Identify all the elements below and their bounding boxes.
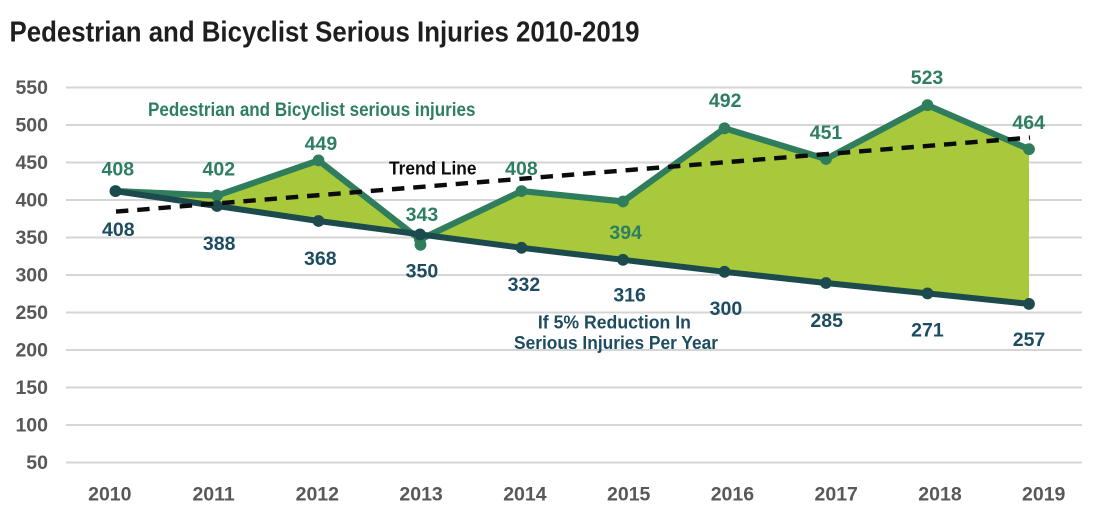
svg-text:464: 464 bbox=[1012, 112, 1045, 134]
svg-text:50: 50 bbox=[26, 452, 48, 474]
svg-text:2013: 2013 bbox=[399, 484, 443, 506]
svg-text:550: 550 bbox=[15, 77, 48, 99]
svg-text:451: 451 bbox=[810, 122, 843, 144]
svg-text:257: 257 bbox=[1013, 329, 1046, 351]
svg-text:Pedestrian and Bicyclist serio: Pedestrian and Bicyclist serious injurie… bbox=[148, 100, 476, 121]
svg-text:388: 388 bbox=[203, 233, 236, 255]
svg-text:Pedestrian and Bicyclist Serio: Pedestrian and Bicyclist Serious Injurie… bbox=[10, 17, 640, 49]
svg-text:271: 271 bbox=[911, 319, 944, 341]
svg-text:300: 300 bbox=[15, 265, 48, 287]
svg-text:450: 450 bbox=[15, 152, 48, 174]
svg-text:523: 523 bbox=[911, 67, 944, 89]
svg-text:150: 150 bbox=[15, 377, 48, 399]
svg-text:2015: 2015 bbox=[607, 484, 651, 506]
svg-text:2018: 2018 bbox=[918, 484, 962, 506]
svg-text:100: 100 bbox=[15, 415, 48, 437]
svg-text:2019: 2019 bbox=[1022, 484, 1066, 506]
svg-text:408: 408 bbox=[505, 158, 538, 180]
svg-text:If 5% Reduction In: If 5% Reduction In bbox=[538, 312, 691, 332]
svg-text:2010: 2010 bbox=[88, 484, 132, 506]
svg-text:300: 300 bbox=[710, 298, 743, 320]
svg-text:402: 402 bbox=[203, 159, 236, 181]
svg-text:200: 200 bbox=[15, 340, 48, 362]
svg-text:400: 400 bbox=[15, 190, 48, 212]
svg-text:408: 408 bbox=[102, 219, 135, 241]
svg-text:332: 332 bbox=[508, 274, 541, 296]
svg-text:2011: 2011 bbox=[192, 484, 234, 506]
svg-text:2017: 2017 bbox=[815, 484, 858, 506]
svg-text:500: 500 bbox=[15, 115, 48, 137]
svg-text:2016: 2016 bbox=[711, 484, 755, 506]
svg-text:350: 350 bbox=[406, 261, 439, 283]
svg-text:316: 316 bbox=[613, 285, 646, 307]
svg-text:343: 343 bbox=[406, 204, 439, 226]
svg-text:350: 350 bbox=[15, 227, 48, 249]
svg-text:285: 285 bbox=[810, 310, 843, 332]
svg-text:2014: 2014 bbox=[503, 484, 547, 506]
svg-text:368: 368 bbox=[304, 248, 337, 270]
svg-text:250: 250 bbox=[15, 302, 48, 324]
svg-text:Trend Line: Trend Line bbox=[389, 159, 477, 179]
svg-text:449: 449 bbox=[305, 133, 338, 155]
svg-text:Serious Injuries Per Year: Serious Injuries Per Year bbox=[514, 333, 718, 353]
svg-text:492: 492 bbox=[709, 90, 742, 112]
svg-text:394: 394 bbox=[609, 222, 642, 244]
svg-text:408: 408 bbox=[102, 159, 135, 181]
svg-text:2012: 2012 bbox=[296, 484, 340, 506]
